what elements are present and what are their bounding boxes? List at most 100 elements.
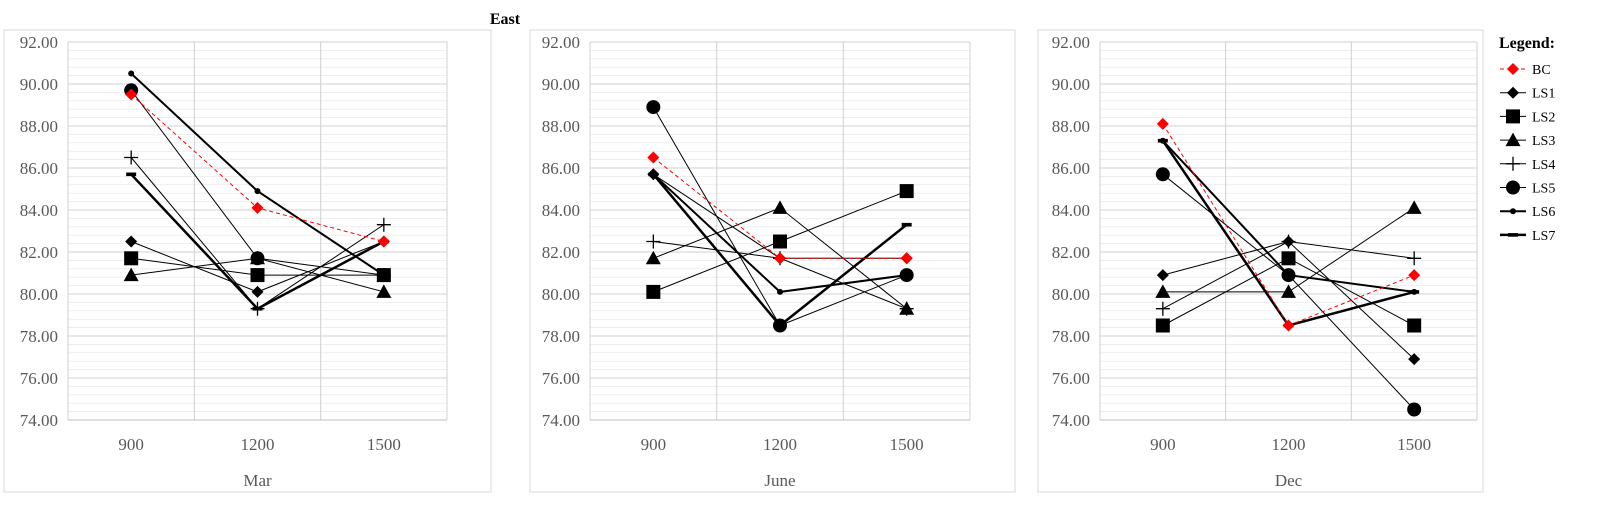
data-point-bc (1156, 117, 1169, 130)
legend-marker-ls4 (1506, 156, 1520, 171)
legend-label: LS5 (1532, 182, 1555, 197)
x-tick-label: 1500 (1397, 435, 1431, 454)
y-tick-label: 76.00 (20, 369, 58, 388)
data-point-ls2 (899, 184, 914, 199)
y-tick-label: 88.00 (1052, 117, 1090, 136)
y-tick-label: 84.00 (1052, 201, 1090, 220)
data-point-ls2 (124, 251, 139, 266)
series-bc (647, 151, 913, 265)
y-tick-label: 84.00 (542, 201, 580, 220)
data-point-bc (251, 201, 264, 214)
legend-item-bc: BC (1500, 63, 1551, 78)
data-point-ls4 (1407, 251, 1422, 266)
data-point-ls3 (1406, 200, 1422, 214)
x-tick-label: 1200 (1272, 435, 1306, 454)
data-point-ls2 (773, 234, 787, 249)
data-point-ls7 (252, 306, 263, 311)
x-tick-label: 1500 (367, 435, 401, 454)
x-axis-title: Dec (1275, 471, 1303, 490)
data-point-ls3 (772, 200, 788, 214)
y-tick-label: 76.00 (542, 369, 580, 388)
data-point-ls4 (1281, 234, 1296, 249)
x-tick-label: 1200 (241, 435, 275, 454)
x-axis-title: Mar (243, 471, 272, 490)
data-point-ls3 (1281, 284, 1296, 298)
data-point-ls6 (254, 188, 261, 195)
data-point-ls3 (376, 284, 392, 298)
data-point-ls6 (777, 288, 783, 295)
series-bc (125, 88, 390, 248)
figure-title: East (490, 11, 521, 28)
data-point-ls1 (125, 235, 138, 248)
legend-label: LS2 (1532, 110, 1555, 125)
legend-item-ls5: LS5 (1500, 180, 1555, 197)
data-point-ls5 (250, 251, 265, 266)
legend-item-ls2: LS2 (1500, 109, 1555, 125)
data-point-ls7 (775, 323, 785, 328)
chart-panels: 74.00 76.00 78.00 80.00 82.00 84.00 86.00 88.00… (3, 29, 1484, 493)
y-tick-label: 92.00 (1052, 33, 1090, 52)
data-point-ls4 (646, 234, 661, 249)
legend-item-ls7: LS7 (1500, 229, 1555, 244)
series-ls4 (1155, 234, 1422, 316)
panel-frame (3, 29, 492, 493)
y-tick-label: 76.00 (1052, 369, 1090, 388)
data-point-ls1 (1408, 353, 1421, 366)
series-ls2 (1155, 251, 1422, 333)
legend-label: LS6 (1532, 205, 1555, 220)
data-point-bc (1282, 319, 1295, 332)
data-point-ls1 (1156, 269, 1169, 282)
y-tick-label: 82.00 (542, 243, 580, 262)
y-tick-label: 80.00 (542, 285, 580, 304)
data-point-ls2 (250, 268, 265, 283)
legend-marker-ls5 (1506, 180, 1520, 195)
data-point-ls6 (1285, 272, 1292, 279)
legend-marker-ls2 (1506, 109, 1520, 124)
chart-panel-june: 74.00 76.00 78.00 80.00 82.00 84.00 86.00 88.00… (529, 29, 1016, 493)
y-tick-label: 88.00 (542, 117, 580, 136)
y-tick-label: 86.00 (20, 159, 58, 178)
data-point-ls6 (128, 70, 135, 77)
data-point-bc (900, 252, 913, 265)
y-tick-label: 82.00 (20, 243, 58, 262)
data-point-ls7 (648, 172, 659, 177)
x-tick-label: 1500 (890, 435, 924, 454)
data-point-ls3 (1155, 284, 1171, 298)
y-tick-label: 78.00 (20, 327, 58, 346)
legend-items: BC LS1 LS2 LS3 LS4 LS5 LS6 LS7 (1500, 63, 1555, 244)
legend-marker-ls1 (1507, 86, 1519, 99)
legend-label: LS4 (1532, 158, 1555, 173)
data-point-ls4 (1155, 301, 1170, 316)
x-axis-title: June (764, 471, 795, 490)
legend-title: Legend: (1499, 35, 1555, 52)
series-ls1 (1156, 235, 1421, 366)
y-tick-label: 90.00 (1052, 75, 1090, 94)
y-tick-label: 80.00 (20, 285, 58, 304)
series-bc (1156, 117, 1421, 332)
x-tick-label: 900 (1150, 435, 1176, 454)
data-point-ls5 (1155, 167, 1170, 182)
y-tick-label: 90.00 (542, 75, 580, 94)
data-point-ls5 (1407, 402, 1422, 417)
legend-marker-bc (1507, 63, 1519, 75)
data-point-ls3 (123, 267, 139, 282)
legend-item-ls4: LS4 (1500, 156, 1555, 173)
legend-label: LS3 (1532, 134, 1555, 149)
legend: Legend: BC LS1 LS2 LS3 LS4 LS5 LS6 LS7 (1499, 35, 1555, 244)
y-tick-label: 84.00 (20, 201, 58, 220)
x-tick-label: 900 (641, 435, 667, 454)
legend-label: BC (1532, 63, 1551, 78)
y-tick-label: 78.00 (542, 327, 580, 346)
data-point-bc (647, 151, 660, 164)
legend-marker-ls7 (1508, 233, 1518, 237)
y-tick-label: 90.00 (20, 75, 58, 94)
series-ls2 (646, 184, 914, 299)
y-tick-label: 86.00 (1052, 159, 1090, 178)
data-point-ls4 (899, 301, 914, 316)
data-point-ls7 (901, 222, 912, 227)
panel-frame (529, 29, 1016, 493)
data-point-ls6 (380, 272, 387, 279)
legend-item-ls3: LS3 (1500, 132, 1555, 149)
data-point-ls4 (376, 217, 391, 232)
